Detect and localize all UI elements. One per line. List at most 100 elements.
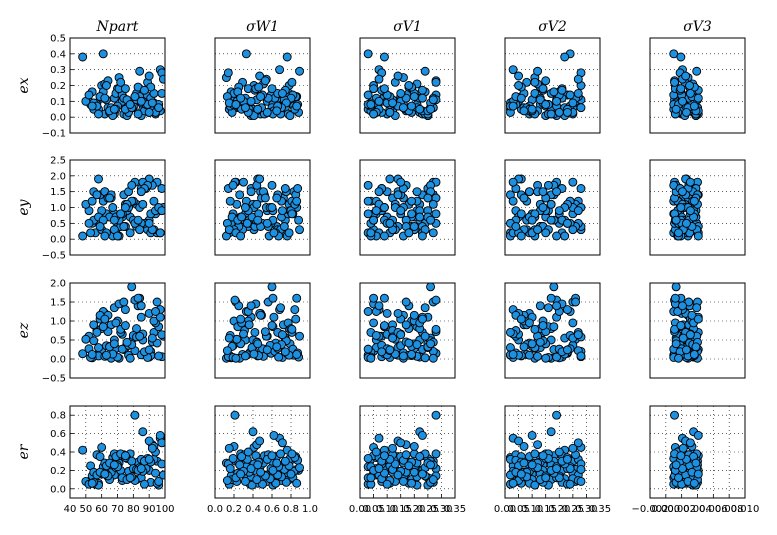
data-point <box>136 301 146 311</box>
data-point <box>108 203 118 212</box>
data-point <box>573 88 583 98</box>
data-point <box>505 327 515 337</box>
data-point <box>541 473 551 483</box>
data-point <box>401 450 411 460</box>
data-point <box>278 88 287 98</box>
data-point <box>426 460 436 470</box>
data-point <box>689 101 699 111</box>
points <box>221 49 304 121</box>
data-point <box>228 180 238 190</box>
data-point <box>678 96 687 106</box>
data-point <box>98 322 108 332</box>
data-point <box>407 478 417 488</box>
x-tick-label: −0.002 <box>631 504 668 515</box>
x-tick-label: 70 <box>111 504 124 515</box>
y-tick-label: 1.5 <box>50 187 66 198</box>
column-title-sv1: σV1 <box>393 19 422 35</box>
panel-ey-sv1 <box>359 159 456 256</box>
data-point <box>249 349 259 359</box>
panel-ez-sv3 <box>649 282 746 379</box>
data-point <box>94 174 103 184</box>
data-point <box>678 187 687 197</box>
data-point <box>420 353 430 363</box>
data-point <box>541 353 551 363</box>
data-point <box>224 443 234 453</box>
x-tick-label: 0.000 <box>652 504 681 515</box>
panel-frame <box>214 282 311 379</box>
data-point <box>573 330 583 340</box>
data-point <box>109 460 119 470</box>
y-tick-label: 0.6 <box>50 429 66 440</box>
data-point <box>426 215 436 225</box>
data-point <box>382 308 392 318</box>
data-point <box>576 103 586 113</box>
data-point <box>363 344 373 354</box>
data-point <box>420 303 430 313</box>
data-point <box>100 93 110 103</box>
data-point <box>409 222 419 231</box>
points <box>505 49 586 121</box>
data-point <box>246 301 256 311</box>
data-point <box>135 225 145 235</box>
panel-frame <box>214 159 311 256</box>
points <box>363 283 441 363</box>
data-point <box>543 180 553 190</box>
data-point <box>127 180 137 190</box>
data-point <box>693 314 703 324</box>
data-point <box>120 305 130 315</box>
data-point <box>404 461 414 471</box>
data-point <box>671 215 681 225</box>
data-point <box>157 88 165 98</box>
data-point <box>393 470 403 480</box>
data-point <box>516 469 526 479</box>
data-point <box>120 451 130 461</box>
panel-ex-sv3: σV3 <box>649 19 746 134</box>
data-point <box>136 187 146 197</box>
data-point <box>78 52 88 62</box>
data-point <box>670 410 679 420</box>
data-point <box>246 464 256 474</box>
data-point <box>237 452 247 462</box>
data-point <box>693 93 703 103</box>
data-point <box>287 209 297 219</box>
data-point <box>275 65 285 75</box>
data-point <box>562 345 572 355</box>
data-point <box>236 314 246 324</box>
data-point <box>409 467 419 477</box>
data-point <box>407 209 417 219</box>
data-point <box>130 410 140 420</box>
data-point <box>155 430 165 440</box>
data-point <box>157 184 165 193</box>
data-point <box>125 473 135 483</box>
data-point <box>693 231 703 241</box>
data-point <box>127 283 137 292</box>
data-point <box>255 174 265 184</box>
data-point <box>138 427 148 437</box>
data-point <box>573 74 583 84</box>
data-point <box>282 52 292 62</box>
data-point <box>86 228 96 238</box>
data-point <box>78 445 88 455</box>
data-point <box>78 231 88 241</box>
data-point <box>363 453 373 463</box>
data-point <box>692 303 702 313</box>
data-point <box>409 310 419 320</box>
data-point <box>240 103 250 113</box>
data-point <box>231 100 241 109</box>
y-tick-label: 0.4 <box>50 49 66 60</box>
data-point <box>417 469 427 479</box>
points <box>669 283 703 363</box>
x-tick-label: 0.00 <box>494 504 516 515</box>
data-point <box>276 303 285 313</box>
data-point <box>576 465 586 474</box>
y-tick-label: −0.5 <box>42 374 66 385</box>
y-tick-label: 0.0 <box>50 235 66 246</box>
data-point <box>678 443 688 453</box>
data-point <box>562 454 572 464</box>
data-point <box>420 331 430 341</box>
data-point <box>388 443 398 453</box>
data-point <box>269 312 279 322</box>
data-point <box>516 93 526 103</box>
data-point <box>385 174 395 184</box>
data-point <box>533 225 543 235</box>
